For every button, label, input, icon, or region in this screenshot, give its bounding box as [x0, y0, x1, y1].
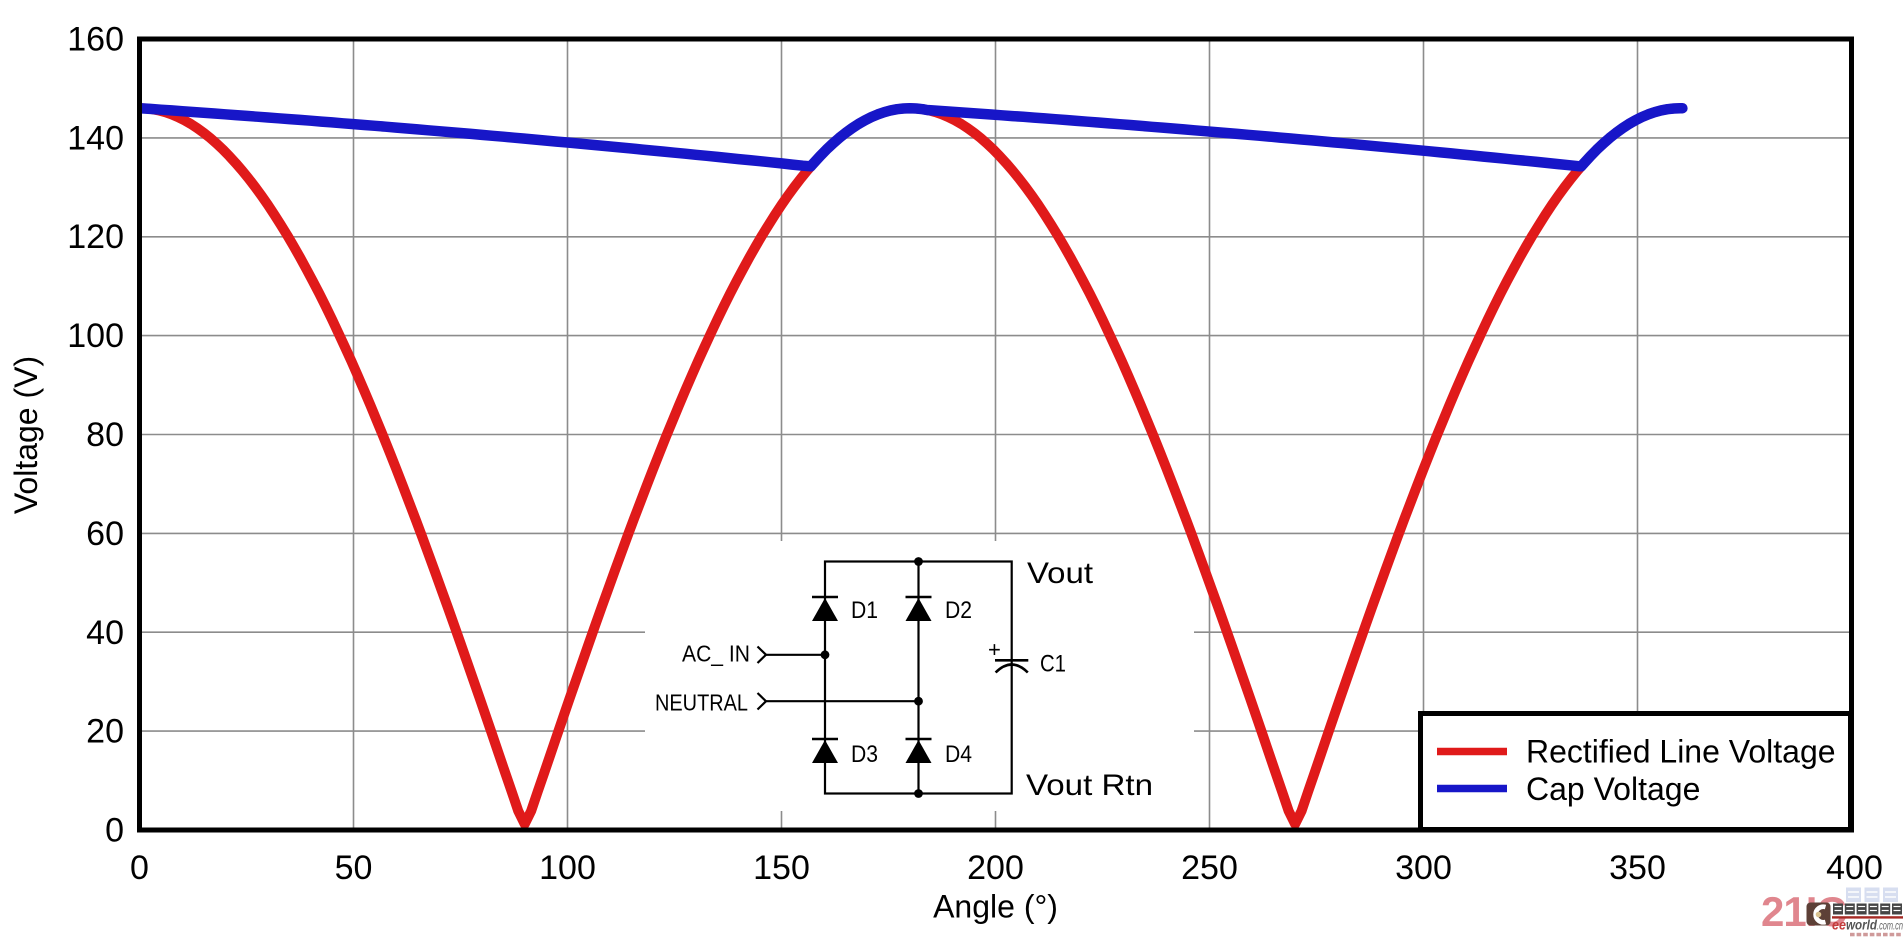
svg-text:200: 200: [967, 849, 1024, 887]
svg-text:250: 250: [1181, 849, 1238, 887]
svg-text:120: 120: [67, 218, 124, 256]
svg-text:300: 300: [1395, 849, 1452, 887]
svg-text:+: +: [988, 637, 1001, 662]
svg-text:D2: D2: [945, 597, 972, 624]
svg-text:160: 160: [67, 21, 124, 59]
svg-text:.com.cn: .com.cn: [1877, 921, 1903, 933]
svg-text:20: 20: [86, 713, 124, 751]
svg-text:Vout Rtn: Vout Rtn: [1026, 769, 1153, 802]
svg-text:AC_ IN: AC_ IN: [682, 641, 750, 667]
svg-text:ee: ee: [1832, 918, 1846, 933]
svg-text:NEUTRAL: NEUTRAL: [655, 690, 748, 716]
svg-text:Cap Voltage: Cap Voltage: [1526, 771, 1700, 807]
svg-text:Angle (°): Angle (°): [933, 889, 1058, 925]
svg-text:400: 400: [1826, 849, 1883, 887]
svg-text:50: 50: [335, 849, 373, 887]
svg-text:100: 100: [539, 849, 596, 887]
svg-text:D4: D4: [945, 741, 972, 768]
svg-text:100: 100: [67, 317, 124, 355]
svg-text:21IC: 21IC: [1761, 888, 1846, 935]
svg-text:Vout: Vout: [1027, 557, 1094, 590]
svg-text:D3: D3: [851, 741, 878, 768]
svg-text:350: 350: [1609, 849, 1666, 887]
svg-text:150: 150: [753, 849, 810, 887]
svg-text:40: 40: [86, 614, 124, 652]
svg-text:60: 60: [86, 515, 124, 553]
svg-text:0: 0: [105, 812, 124, 850]
svg-text:80: 80: [86, 416, 124, 454]
svg-text:C1: C1: [1040, 651, 1066, 678]
svg-text:0: 0: [130, 849, 149, 887]
svg-text:world: world: [1846, 918, 1878, 933]
svg-text:140: 140: [67, 119, 124, 157]
svg-text:D1: D1: [851, 597, 878, 624]
svg-text:Rectified Line Voltage: Rectified Line Voltage: [1526, 734, 1836, 770]
svg-text:Voltage (V): Voltage (V): [8, 356, 44, 514]
